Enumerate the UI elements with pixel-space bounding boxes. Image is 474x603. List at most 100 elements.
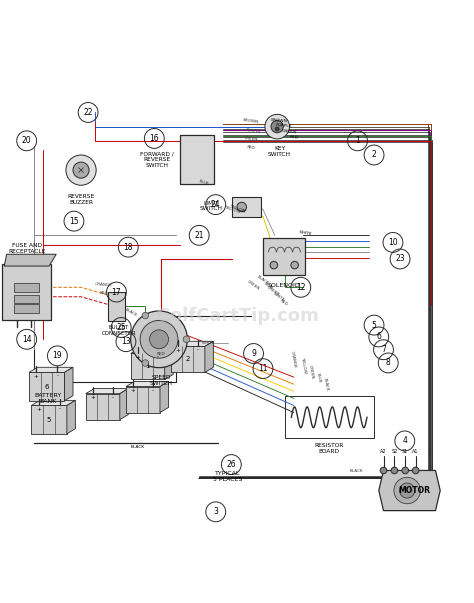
Text: -: - — [112, 395, 114, 400]
Circle shape — [271, 121, 283, 133]
Text: 8: 8 — [386, 358, 391, 367]
Text: RED: RED — [289, 135, 298, 140]
Polygon shape — [4, 254, 56, 266]
Text: 25: 25 — [117, 323, 126, 332]
Text: FUSE AND
RECEPTACLE: FUSE AND RECEPTACLE — [8, 244, 46, 254]
Polygon shape — [379, 470, 440, 511]
Circle shape — [275, 127, 279, 131]
Text: +: + — [175, 348, 180, 353]
Circle shape — [391, 467, 398, 474]
Text: 18: 18 — [124, 242, 133, 251]
Text: BLACK: BLACK — [131, 445, 145, 449]
Text: BULLET
CONNECTOR: BULLET CONNECTOR — [101, 325, 136, 336]
Polygon shape — [131, 349, 173, 353]
Text: 26: 26 — [227, 460, 236, 469]
Circle shape — [73, 162, 89, 178]
Text: 14: 14 — [22, 335, 31, 344]
Text: A1: A1 — [412, 449, 419, 454]
Polygon shape — [29, 367, 73, 373]
Text: 15: 15 — [69, 216, 79, 226]
FancyBboxPatch shape — [264, 238, 305, 275]
Text: S2: S2 — [391, 449, 398, 454]
Circle shape — [270, 261, 278, 269]
Text: 22: 22 — [83, 108, 93, 117]
Text: YELLOW: YELLOW — [228, 204, 246, 214]
Circle shape — [150, 330, 168, 349]
Circle shape — [140, 320, 178, 358]
Text: 7: 7 — [381, 345, 386, 354]
Text: 19: 19 — [53, 352, 62, 361]
Polygon shape — [171, 341, 213, 346]
Text: 2: 2 — [186, 356, 190, 362]
Text: 9: 9 — [251, 349, 256, 358]
Text: GREEN: GREEN — [246, 279, 261, 291]
Text: GREEN: GREEN — [308, 364, 314, 379]
Polygon shape — [131, 353, 164, 379]
Text: +: + — [131, 388, 136, 393]
Text: LIMIT
SWITCH: LIMIT SWITCH — [200, 201, 222, 212]
Text: 10: 10 — [388, 238, 398, 247]
Circle shape — [380, 467, 387, 474]
Text: 6: 6 — [45, 384, 49, 390]
Text: WHITE: WHITE — [299, 230, 312, 236]
Circle shape — [412, 467, 419, 474]
FancyBboxPatch shape — [14, 305, 39, 313]
Circle shape — [131, 311, 187, 368]
Polygon shape — [86, 388, 128, 394]
Text: 12: 12 — [296, 283, 306, 292]
Text: 21: 21 — [194, 231, 204, 240]
FancyBboxPatch shape — [14, 295, 39, 303]
Text: -: - — [156, 355, 159, 360]
Text: BLACK: BLACK — [349, 469, 363, 473]
Text: 3: 3 — [213, 507, 218, 516]
Circle shape — [237, 202, 246, 212]
Text: GolfCartTip.com: GolfCartTip.com — [155, 307, 319, 324]
Polygon shape — [160, 382, 168, 412]
Text: PURPLE: PURPLE — [276, 124, 292, 129]
Text: -: - — [152, 388, 154, 393]
Text: TYPICAL
5 PLACES: TYPICAL 5 PLACES — [213, 471, 242, 482]
Polygon shape — [205, 341, 213, 373]
Polygon shape — [31, 400, 75, 405]
Circle shape — [183, 336, 190, 343]
FancyBboxPatch shape — [108, 292, 126, 321]
Polygon shape — [67, 400, 75, 434]
Text: RED: RED — [157, 352, 166, 356]
Polygon shape — [31, 405, 67, 434]
Polygon shape — [164, 349, 173, 379]
Polygon shape — [171, 346, 205, 373]
Text: SPEED
SWITCH: SPEED SWITCH — [150, 374, 173, 385]
Text: BLUE: BLUE — [315, 373, 321, 384]
Text: -: - — [197, 348, 199, 353]
Text: 1: 1 — [146, 364, 150, 370]
Text: BLACK: BLACK — [323, 377, 329, 391]
FancyBboxPatch shape — [2, 264, 51, 320]
Text: MOTOR: MOTOR — [398, 486, 430, 495]
Text: BLACK: BLACK — [124, 308, 137, 317]
Text: S1: S1 — [402, 449, 409, 454]
Text: BLUE: BLUE — [198, 179, 210, 186]
Circle shape — [402, 467, 409, 474]
Polygon shape — [120, 388, 128, 420]
Text: RESISTOR
BOARD: RESISTOR BOARD — [314, 443, 344, 454]
Text: +: + — [91, 395, 95, 400]
Text: 11: 11 — [258, 364, 268, 373]
Text: GREEN: GREEN — [244, 136, 259, 142]
Text: REVERSE
BUZZER: REVERSE BUZZER — [67, 194, 95, 204]
Text: SOLENOID: SOLENOID — [268, 283, 301, 288]
FancyBboxPatch shape — [180, 136, 214, 184]
Text: WHITE: WHITE — [202, 341, 215, 345]
Circle shape — [142, 360, 149, 367]
Text: 20: 20 — [22, 136, 31, 145]
Text: BLACK: BLACK — [256, 275, 270, 286]
Text: YELLOW: YELLOW — [300, 356, 307, 374]
Text: BLUE: BLUE — [263, 281, 273, 291]
Polygon shape — [86, 394, 120, 420]
FancyBboxPatch shape — [14, 283, 39, 292]
Text: 23: 23 — [395, 254, 405, 264]
Text: 1: 1 — [355, 136, 360, 145]
Text: 2: 2 — [372, 151, 376, 159]
Text: 17: 17 — [112, 288, 121, 297]
Text: RED: RED — [246, 145, 256, 150]
Text: 5: 5 — [47, 417, 51, 423]
